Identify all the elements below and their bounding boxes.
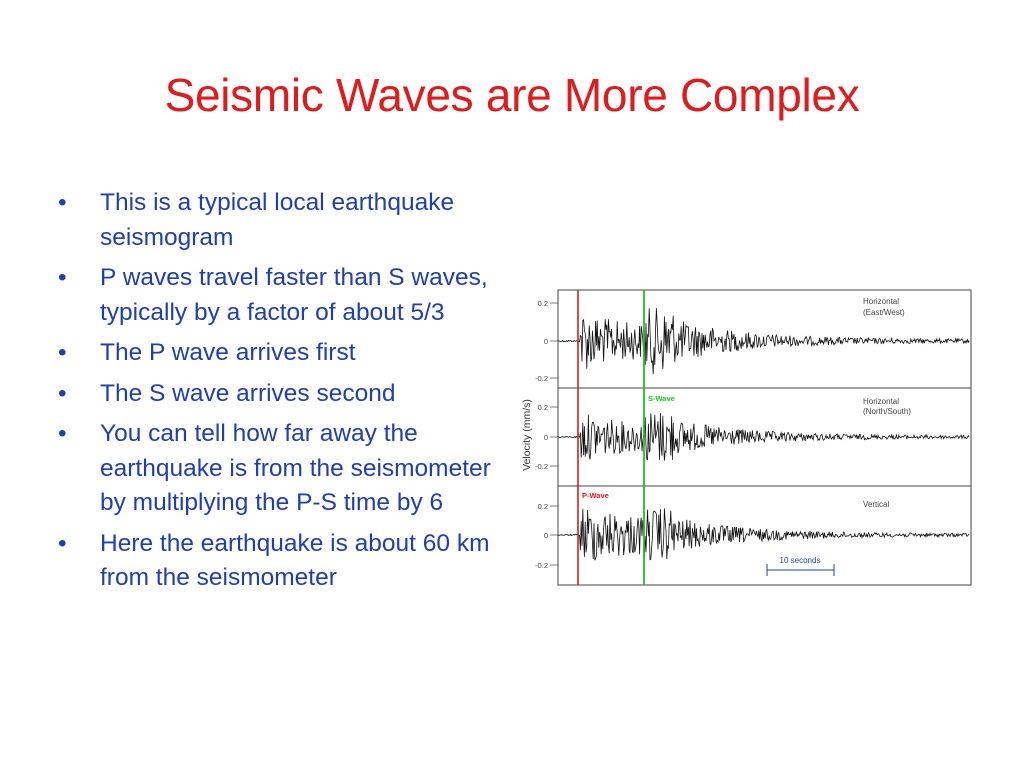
trace-north-south: [557, 412, 970, 461]
panel-east-west: 0.2 0 -0.2 Horizontal (East/West): [535, 297, 905, 383]
bullet-icon: •: [58, 339, 67, 366]
tick-label: -0.2: [535, 561, 548, 570]
time-scale-bar: 10 seconds: [766, 556, 835, 576]
bullet-icon: •: [58, 189, 67, 216]
bullet-text: You can tell how far away the earthquake…: [100, 420, 491, 516]
bullet-icon: •: [58, 379, 67, 407]
tick-label: 0: [544, 531, 548, 540]
bullet-item: • The P wave arrives first: [56, 336, 506, 371]
bullet-item: • P waves travel faster than S waves, typ…: [56, 261, 506, 330]
trace-vertical: [557, 508, 970, 561]
bullet-icon: •: [58, 529, 67, 557]
bullet-list: • This is a typical local earthquake seis…: [56, 186, 506, 602]
tick-label: -0.2: [535, 374, 548, 383]
slide-title: Seismic Waves are More Complex: [164, 69, 860, 121]
bullet-text: P waves travel faster than S waves, typi…: [100, 264, 488, 326]
bullet-text: This is a typical local earthquake seism…: [100, 189, 455, 251]
bullet-icon: •: [58, 420, 67, 447]
panel-label: Vertical: [863, 500, 889, 509]
seismogram-svg: Velocity (mm/s) 0.2 0 -0.2 Horizontal (E…: [521, 289, 972, 586]
bullet-item: • You can tell how far away the earthquak…: [56, 417, 506, 521]
bullet-text: The S wave arrives second: [100, 379, 396, 407]
trace-east-west: [557, 308, 970, 375]
bullet-text: Here the earthquake is about 60 km from …: [100, 529, 490, 592]
plot-frame: [557, 289, 972, 586]
tick-label: 0: [544, 433, 548, 442]
s-wave-label: S-Wave: [648, 394, 675, 403]
panel-label: Horizontal: [863, 297, 899, 306]
bullet-item: • Here the earthquake is about 60 km from…: [56, 527, 506, 596]
seismogram-figure: Velocity (mm/s) 0.2 0 -0.2 Horizontal (E…: [510, 280, 980, 590]
y-axis-label: Velocity (mm/s): [521, 399, 533, 471]
bullet-icon: •: [58, 264, 67, 291]
scale-label: 10 seconds: [780, 556, 821, 565]
panel-label: (East/West): [863, 308, 905, 317]
panel-label: (North/South): [863, 407, 911, 416]
panel-vertical: 0.2 0 -0.2 Vertical: [535, 500, 889, 570]
tick-label: 0.2: [538, 403, 548, 412]
tick-label: -0.2: [535, 462, 548, 471]
tick-label: 0: [544, 337, 548, 346]
panel-label: Horizontal: [863, 397, 899, 406]
tick-label: 0.2: [538, 299, 548, 308]
tick-label: 0.2: [538, 502, 548, 511]
p-wave-label: P-Wave: [582, 491, 609, 500]
bullet-item: • This is a typical local earthquake seis…: [56, 186, 506, 255]
panel-north-south: 0.2 0 -0.2 Horizontal (North/South): [535, 397, 911, 471]
bullet-text: The P wave arrives first: [100, 339, 356, 366]
bullet-item: • The S wave arrives second: [56, 377, 506, 412]
